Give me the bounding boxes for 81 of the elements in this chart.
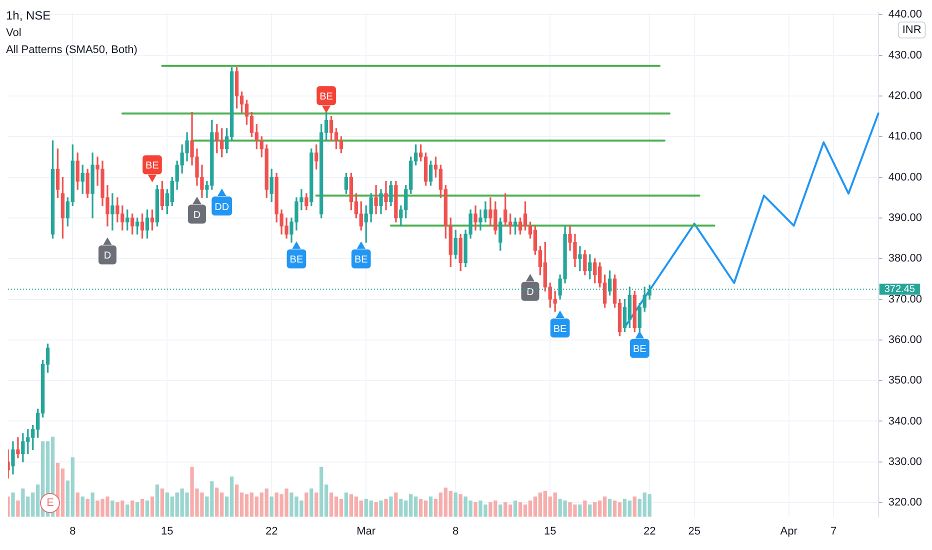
x-tick-label: 25 <box>688 525 700 538</box>
bar <box>394 492 398 517</box>
point <box>292 241 301 249</box>
data-label: BE <box>632 344 647 356</box>
y-tick-label: 320.00 <box>888 496 922 509</box>
bar <box>389 496 393 517</box>
bar <box>513 500 518 517</box>
data-label: D <box>526 287 534 298</box>
x-tick-label: Apr <box>780 525 798 538</box>
bar <box>474 502 478 517</box>
bar <box>155 484 160 517</box>
bar <box>428 496 433 517</box>
data-label: D <box>104 250 112 262</box>
bar <box>458 494 462 517</box>
data-label: BE <box>320 91 334 102</box>
point <box>356 241 366 249</box>
x-tick-label: 22 <box>643 525 656 538</box>
x-tick-label: 15 <box>161 525 174 538</box>
x-tick-label: Mar <box>356 525 376 538</box>
bar <box>76 492 80 517</box>
bar <box>86 498 90 517</box>
point <box>192 196 202 204</box>
y-tick-label: 410.00 <box>888 130 922 143</box>
data-label: BE <box>553 324 568 335</box>
annotation: All Patterns (SMA50, Both) <box>6 44 138 56</box>
ref-line-label: 372.45 <box>884 284 916 296</box>
y-tick-label: 360.00 <box>888 334 922 346</box>
bar <box>384 498 388 517</box>
y-tick-label: 370.00 <box>888 293 922 306</box>
x-tick-label: 22 <box>265 525 278 538</box>
bar <box>126 504 130 517</box>
bar <box>135 502 140 517</box>
data-label: BE <box>290 254 304 266</box>
bar <box>374 502 378 517</box>
y-tick-label: 390.00 <box>888 212 922 224</box>
bar <box>583 500 587 517</box>
point <box>103 237 112 245</box>
chart-title: 1h, NSE <box>6 8 51 22</box>
data-label: D <box>193 210 201 221</box>
annotation: Vol <box>6 27 22 40</box>
x-tick-label: 15 <box>544 525 556 538</box>
bar <box>314 492 318 517</box>
y-tick-label: 340.00 <box>888 415 922 428</box>
point <box>526 274 535 282</box>
y-tick-label: 440.00 <box>888 8 922 21</box>
bar <box>140 498 144 517</box>
bar <box>454 492 458 517</box>
bar <box>310 488 314 517</box>
bar <box>344 492 348 517</box>
bar <box>16 500 20 517</box>
bar <box>632 496 636 517</box>
bar <box>80 496 84 517</box>
x-tick-label: 8 <box>70 525 76 538</box>
data-label: BE <box>354 254 368 266</box>
bar <box>608 498 612 517</box>
x-tick-label: 7 <box>830 525 837 538</box>
bar <box>110 500 114 517</box>
bar <box>150 496 154 517</box>
y-tick-label: 350.00 <box>888 374 922 387</box>
bar <box>11 492 15 517</box>
text: INR <box>902 24 922 36</box>
y-tick-label: 430.00 <box>888 49 922 62</box>
data-label: BE <box>146 160 160 172</box>
y-tick-label: 380.00 <box>888 252 922 265</box>
data-label: DD <box>214 202 230 213</box>
bar <box>90 492 94 517</box>
bar <box>270 496 274 517</box>
y-tick-label: 330.00 <box>888 456 922 468</box>
bar <box>145 500 150 517</box>
bar <box>588 504 592 517</box>
bar <box>379 500 383 517</box>
x-tick-label: 8 <box>452 525 459 538</box>
bar <box>130 500 134 517</box>
y-tick-label: 400.00 <box>888 171 922 184</box>
bar <box>498 504 502 517</box>
bar <box>160 488 164 517</box>
point <box>556 310 564 318</box>
point <box>218 188 226 196</box>
bar <box>304 492 308 517</box>
y-tick-label: 420.00 <box>888 90 922 102</box>
bar <box>578 504 582 517</box>
